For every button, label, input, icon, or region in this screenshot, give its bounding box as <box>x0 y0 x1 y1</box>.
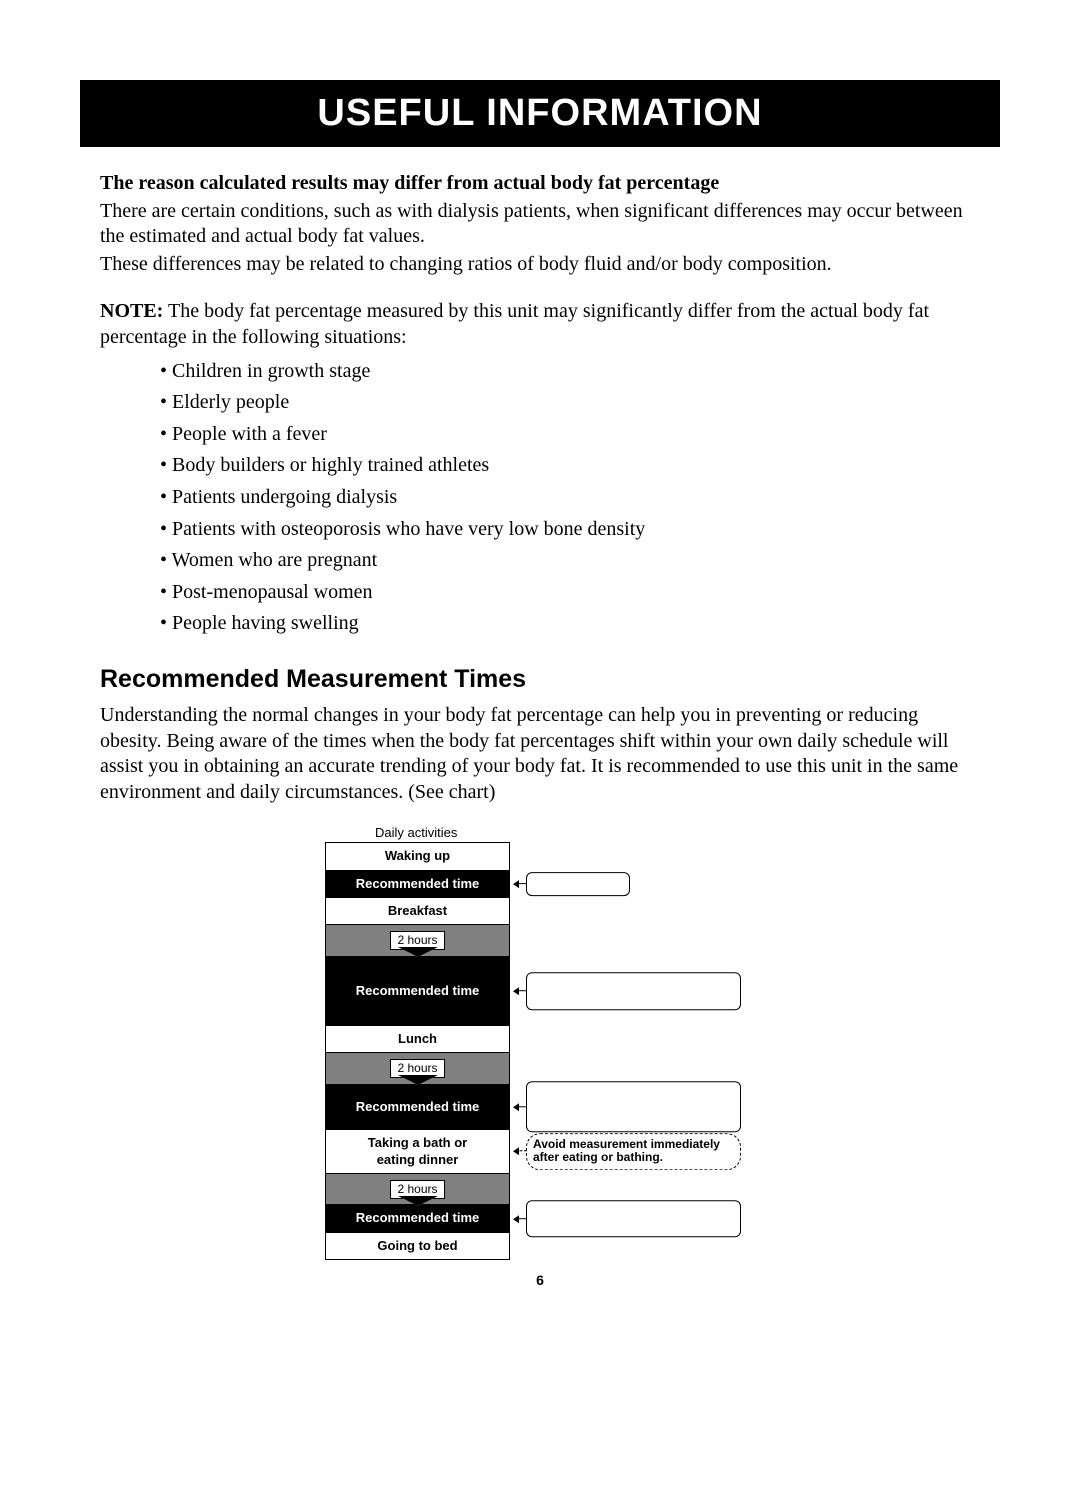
note-list-item: People having swelling <box>160 611 980 637</box>
intro-p2: These differences may be related to chan… <box>100 252 980 278</box>
note-list: Children in growth stage Elderly people Pe… <box>100 359 980 637</box>
page-number: 6 <box>100 1272 980 1290</box>
chart-cell-label: Waking up <box>385 848 450 863</box>
note-label: NOTE: <box>100 300 163 322</box>
callout-tail-icon <box>515 1151 527 1153</box>
chart-cell-white: Lunch <box>325 1025 510 1054</box>
callout-tail-icon <box>515 1218 527 1220</box>
note-list-item: Patients undergoing dialysis <box>160 485 980 511</box>
note-list-item: Children in growth stage <box>160 359 980 385</box>
note-list-item: Post-menopausal women <box>160 580 980 606</box>
section-para-measurement: Understanding the normal changes in your… <box>100 703 980 805</box>
chart-header: Daily activities <box>325 825 755 844</box>
chart-callout: Before lunch and about 2 hours or more a… <box>526 972 741 1010</box>
note-list-item: Body builders or highly trained athletes <box>160 453 980 479</box>
chart-cell-label: Recommended time <box>356 1099 480 1114</box>
chart-wrap: Daily activities Waking up Recommended ti… <box>100 825 980 1260</box>
chart-cell-label: Going to bed <box>377 1238 457 1253</box>
chart-cell-white: Taking a bath oreating dinnerAvoid measu… <box>325 1129 510 1174</box>
chart-cell-white: Waking up <box>325 842 510 871</box>
chart-cell-black: Recommended timeBefore going to bed and … <box>325 1204 510 1233</box>
down-arrow-icon <box>400 1076 436 1085</box>
wait-duration-label: 2 hours <box>390 1059 444 1078</box>
chart-cell-white: Going to bed <box>325 1232 510 1261</box>
intro-subhead: The reason calculated results may differ… <box>100 171 980 197</box>
note-text: The body fat percentage measured by this… <box>100 300 929 348</box>
down-arrow-icon <box>400 1197 436 1206</box>
section-heading-measurement: Recommended Measurement Times <box>100 663 980 695</box>
chart-callout: After waking up <box>526 872 630 896</box>
note-list-item: Patients with osteoporosis who have very… <box>160 517 980 543</box>
chart-cell-black: Recommended timeBefore lunch and about 2… <box>325 956 510 1027</box>
chart-cell-white: Breakfast <box>325 897 510 926</box>
note-list-item: People with a fever <box>160 422 980 448</box>
daily-activities-chart: Daily activities Waking up Recommended ti… <box>325 825 755 1260</box>
chart-callout: In the afternoon about 2 hours or more a… <box>526 1081 741 1132</box>
chart-cell-black: Recommended timeAfter waking up <box>325 870 510 899</box>
chart-cell-label: Lunch <box>398 1031 437 1046</box>
chart-cell-grey: 2 hours <box>325 1173 510 1206</box>
chart-cell-label: Recommended time <box>356 983 480 998</box>
note-list-item: Women who are pregnant <box>160 548 980 574</box>
callout-tail-icon <box>515 1106 527 1108</box>
chart-cell-label: Taking a bath oreating dinner <box>368 1135 467 1167</box>
wait-duration-label: 2 hours <box>390 1180 444 1199</box>
chart-cell-grey: 2 hours <box>325 924 510 957</box>
chart-cell-grey: 2 hours <box>325 1052 510 1085</box>
callout-tail-icon <box>515 990 527 992</box>
chart-cell-label: Recommended time <box>356 876 480 891</box>
body-section: The reason calculated results may differ… <box>80 171 1000 1290</box>
note-list-item: Elderly people <box>160 390 980 416</box>
chart-cell-label: Recommended time <box>356 1210 480 1225</box>
callout-tail-icon <box>515 883 527 885</box>
chart-side-note: Avoid measurement immediately after eati… <box>526 1133 741 1171</box>
chart-cell-label: Breakfast <box>388 903 447 918</box>
note-block: NOTE: The body fat percentage measured b… <box>100 299 980 637</box>
chart-cell-black: Recommended timeIn the afternoon about 2… <box>325 1084 510 1131</box>
intro-p1: There are certain conditions, such as wi… <box>100 199 980 250</box>
page-title-bar: USEFUL INFORMATION <box>80 80 1000 147</box>
wait-duration-label: 2 hours <box>390 931 444 950</box>
down-arrow-icon <box>400 948 436 957</box>
chart-callout: Before going to bed and about 2 hours or… <box>526 1200 741 1238</box>
